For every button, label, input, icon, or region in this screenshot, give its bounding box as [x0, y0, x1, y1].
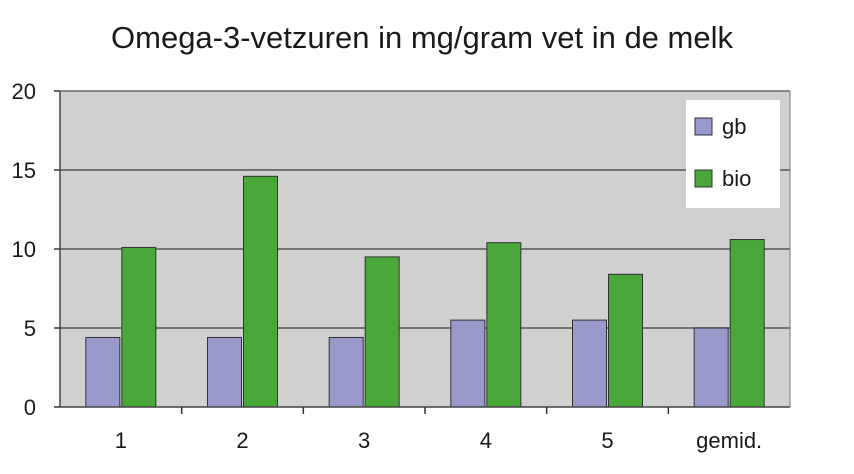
- bar-bio-6: [729, 239, 765, 408]
- legend: gb bio: [686, 100, 780, 208]
- bar-gb-4: [450, 319, 486, 408]
- y-tick-label: 20: [12, 79, 36, 104]
- chart-title: Omega-3-vetzuren in mg/gram vet in de me…: [111, 20, 733, 55]
- x-tick-label: 4: [480, 428, 492, 453]
- x-tick-label: 3: [358, 428, 370, 453]
- bar-gb-6: [693, 327, 729, 408]
- legend-swatch-bio: [694, 169, 713, 188]
- y-tick-label: 5: [24, 316, 36, 341]
- x-tick-label: 2: [236, 428, 248, 453]
- y-tick-label: 10: [12, 237, 36, 262]
- axes: 0 5 10 15 20 1 2 3 4 5 gemid.: [12, 79, 791, 453]
- bar-gb-3: [328, 336, 364, 408]
- bar-bio-1: [121, 246, 157, 408]
- bars: [85, 175, 765, 408]
- bar-gb-2: [207, 336, 242, 408]
- bar-bio-3: [364, 256, 400, 408]
- legend-swatch-gb: [694, 117, 713, 136]
- legend-label-bio: bio: [722, 166, 751, 191]
- legend-label-gb: gb: [722, 114, 746, 139]
- bar-bio-5: [608, 273, 643, 408]
- bar-bio-4: [486, 242, 522, 408]
- bar-gb-5: [572, 319, 607, 408]
- x-tick-label: gemid.: [696, 428, 762, 453]
- y-tick-label: 0: [24, 395, 36, 420]
- y-tick-label: 15: [12, 158, 36, 183]
- bar-gb-1: [85, 336, 121, 408]
- x-tick-label: 1: [115, 428, 127, 453]
- bar-bio-2: [243, 175, 278, 408]
- x-tick-label: 5: [601, 428, 613, 453]
